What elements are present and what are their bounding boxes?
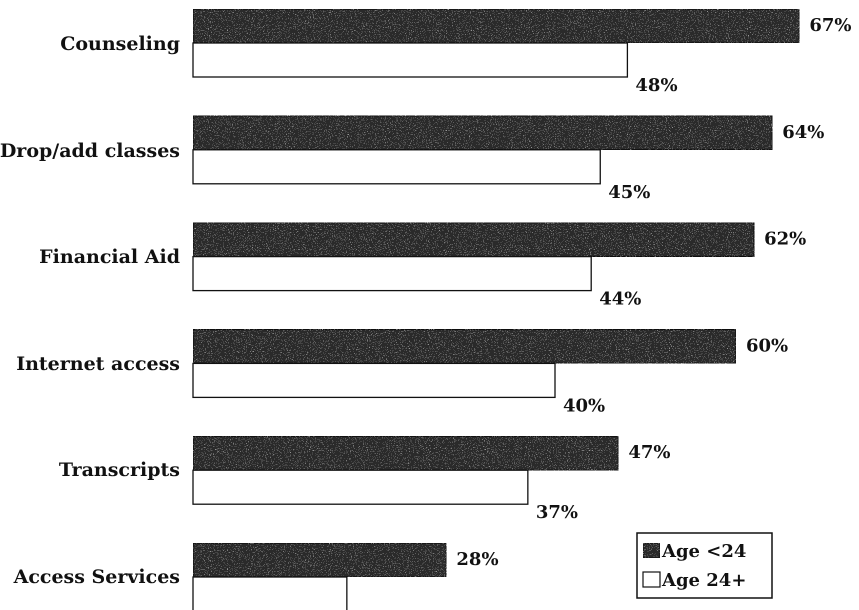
legend-swatch-age-under-24 [642,542,661,559]
bars-layer [192,8,800,610]
bar-age-24-plus [192,149,601,185]
legend-swatch-age-24-plus [642,571,661,588]
category-label: Financial Aid [39,246,180,268]
value-label: 47% [628,442,670,463]
category-label: Access Services [13,566,180,588]
category-label: Drop/add classes [0,140,180,162]
value-label: 62% [764,229,806,250]
category-label: Internet access [16,353,180,375]
value-label: 60% [746,335,788,356]
value-label: 37% [536,502,578,523]
category-label: Transcripts [59,459,180,481]
value-label: 48% [635,75,677,96]
legend-label-age-24-plus: Age 24+ [661,570,746,591]
bar-age-under-24 [192,221,755,258]
value-label: 64% [782,122,824,143]
bar-age-24-plus [192,576,348,610]
bar-age-24-plus [192,255,592,292]
bar-age-under-24 [192,328,737,365]
category-labels: Counseling Drop/add classes Financial Ai… [0,33,180,588]
bar-age-24-plus [192,362,556,399]
legend: Age <24 Age 24+ [636,532,773,599]
bar-age-24-plus [192,42,629,78]
value-label: 44% [599,289,641,310]
bar-age-under-24 [192,542,448,578]
bar-age-24-plus [192,469,529,505]
bar-age-under-24 [192,435,620,471]
value-label: 40% [563,395,605,416]
bar-age-under-24 [192,115,773,151]
value-labels-layer: 67%48%64%45%62%44%60%40%47%37%28%17% [355,15,852,610]
legend-label-age-under-24: Age <24 [661,541,746,562]
bar-age-under-24 [192,8,800,44]
value-label: 67% [809,15,851,36]
value-label: 28% [456,549,498,570]
value-label: 45% [608,182,650,203]
category-label: Counseling [60,33,180,55]
